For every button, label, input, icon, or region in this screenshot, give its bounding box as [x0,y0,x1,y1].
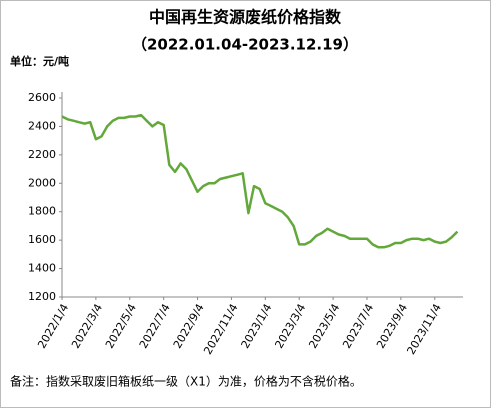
chart-title: 中国再生资源废纸价格指数 [149,8,342,27]
footnote: 备注：指数采取废旧箱板纸一级（X1）为准，价格为不含税价格。 [10,374,362,389]
y-tick-label: 2400 [28,119,56,132]
y-tick-label: 1400 [28,262,56,275]
y-tick-label: 2600 [28,91,56,104]
y-tick-label: 1800 [28,205,56,218]
chart-subtitle: （2022.01.04-2023.12.19） [132,36,358,54]
y-tick-label: 1200 [28,290,56,303]
price-line [61,113,459,249]
y-tick-label: 2000 [28,176,56,189]
y-tick-label: 1600 [28,233,56,246]
y-axis-label: 单位：元/吨 [10,54,69,68]
y-tick-label: 2200 [28,148,56,161]
